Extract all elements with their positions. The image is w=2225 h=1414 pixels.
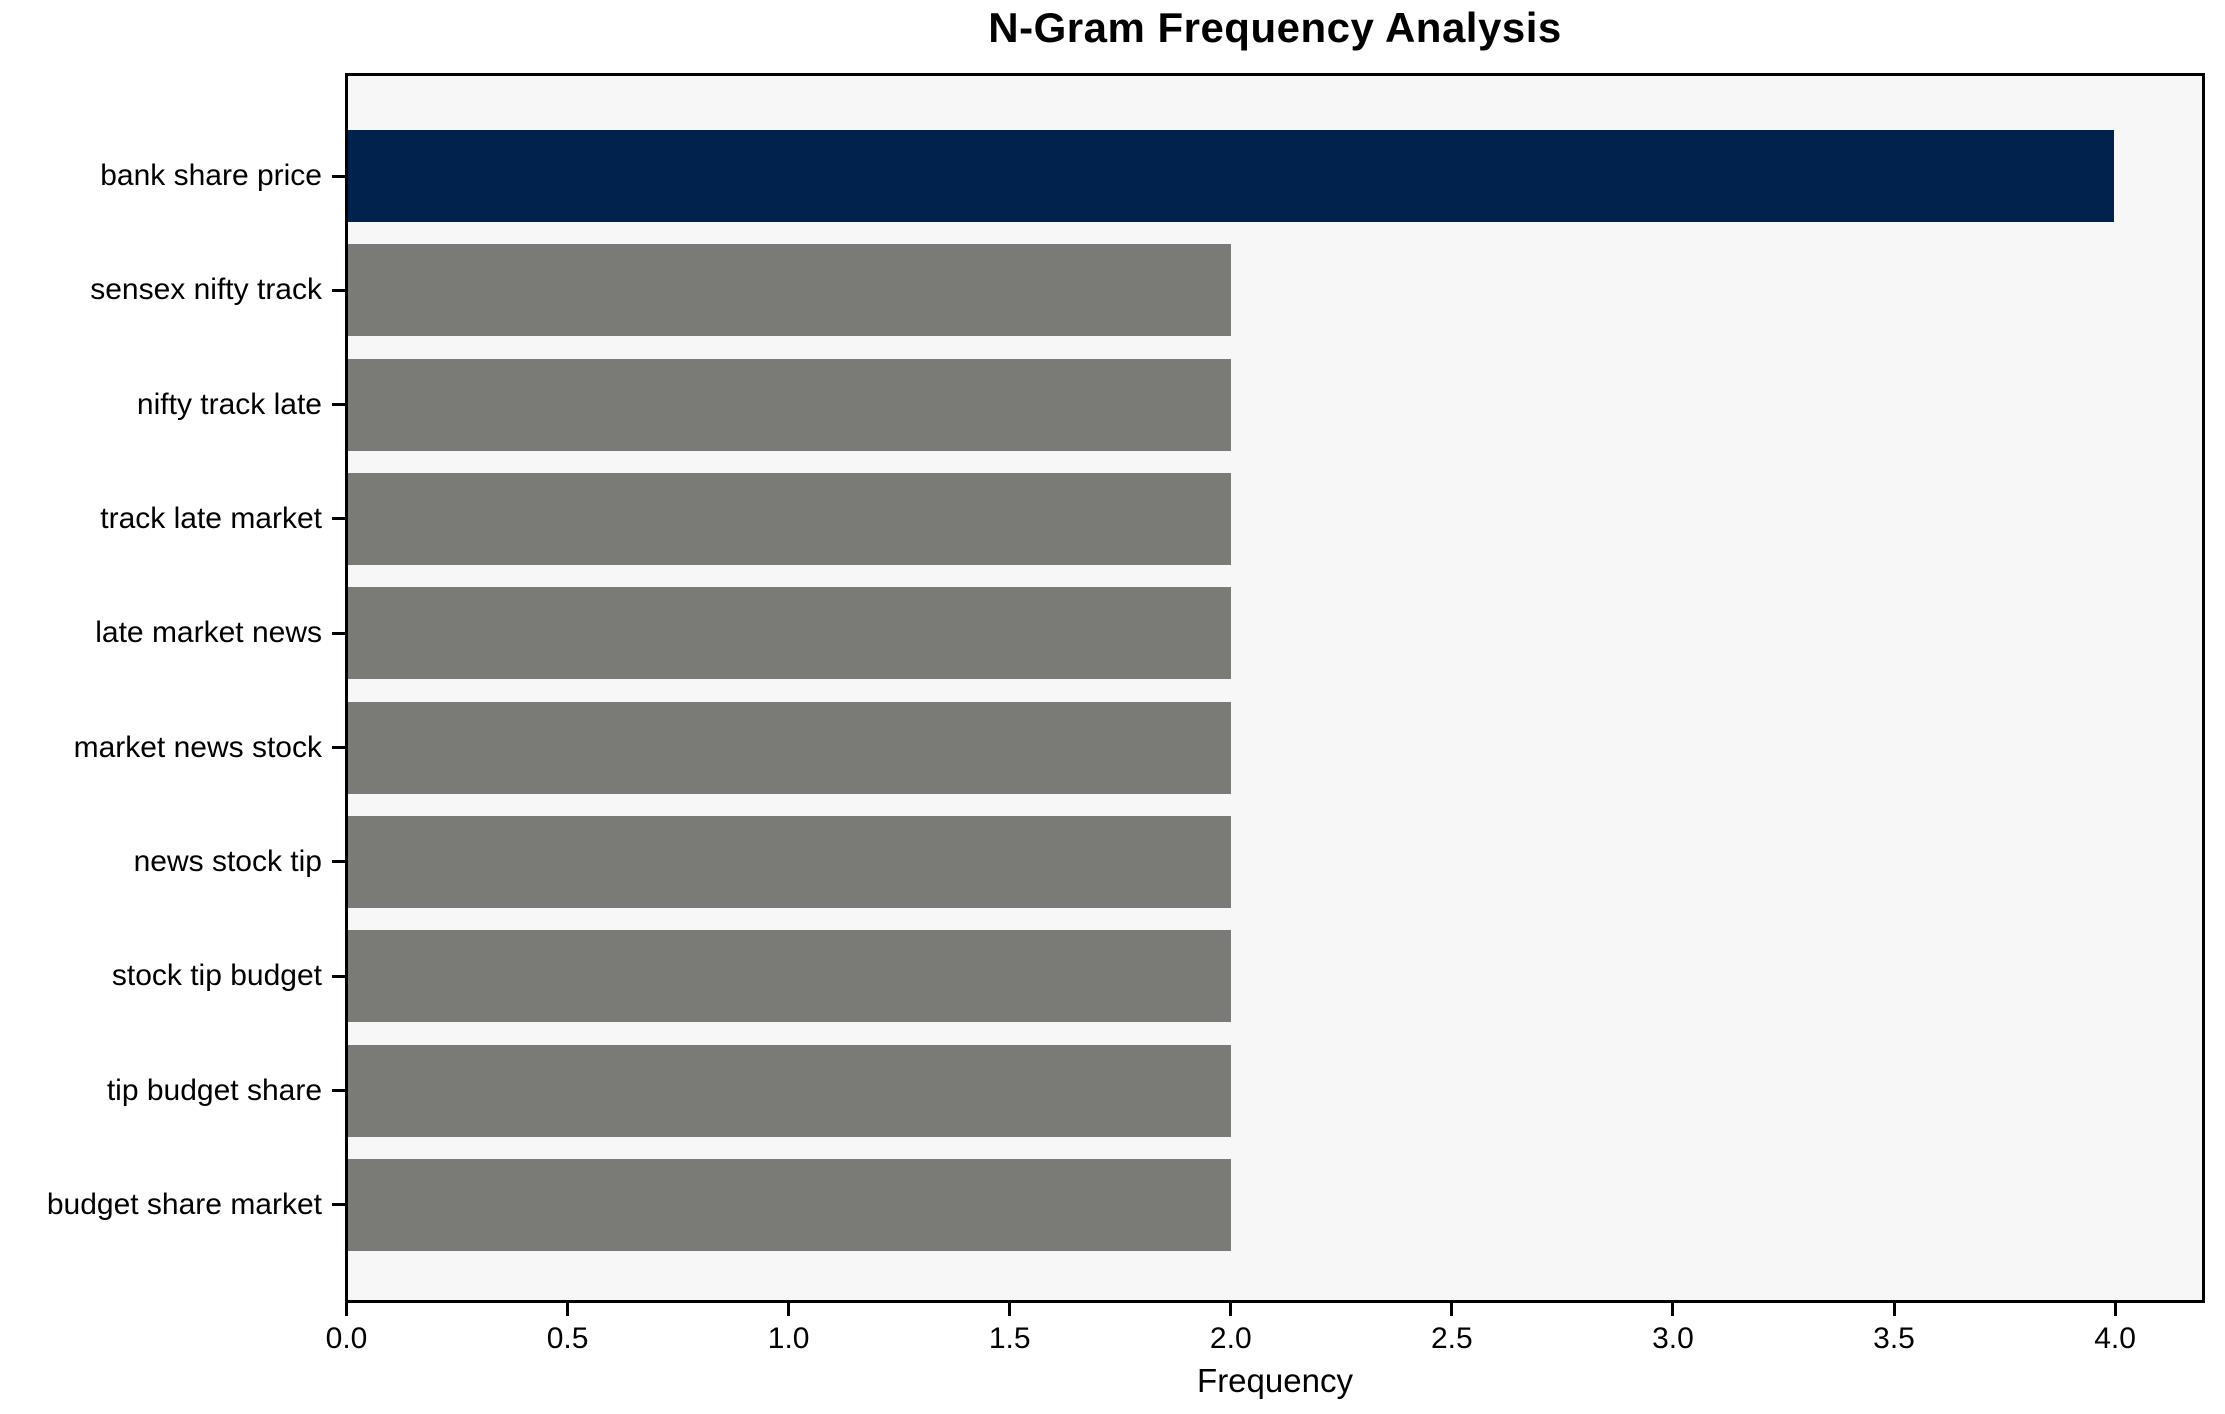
x-tick-mark: [1450, 1303, 1454, 1316]
y-tick-mark: [332, 974, 345, 978]
y-tick-label-news-stock-tip: news stock tip: [133, 844, 322, 878]
y-tick-mark: [332, 1203, 345, 1207]
bar-track-late-market: [348, 472, 1231, 565]
y-tick-mark: [332, 174, 345, 178]
y-tick-mark: [332, 746, 345, 750]
bar-stock-tip-budget: [348, 930, 1231, 1023]
bar-news-stock-tip: [348, 815, 1231, 908]
x-tick-label-0.0: 0.0: [325, 1322, 368, 1355]
x-tick-mark: [1892, 1303, 1896, 1316]
bar-budget-share-market: [348, 1158, 1231, 1251]
y-tick-label-late-market-news: late market news: [95, 616, 322, 650]
x-tick-mark: [787, 1303, 791, 1316]
y-tick-label-track-late-market: track late market: [100, 501, 322, 535]
x-tick-label-0.5: 0.5: [546, 1322, 589, 1355]
bar-late-market-news: [348, 587, 1231, 680]
y-tick-mark: [332, 1089, 345, 1093]
x-tick-mark: [2113, 1303, 2117, 1316]
bar-nifty-track-late: [348, 358, 1231, 451]
x-tick-label-1.5: 1.5: [988, 1322, 1031, 1355]
x-tick-label-4.0: 4.0: [2094, 1322, 2136, 1355]
x-axis-title: Frequency: [1197, 1362, 1353, 1399]
y-tick-mark: [332, 288, 345, 292]
x-tick-mark: [1229, 1303, 1233, 1316]
bar-market-news-stock: [348, 701, 1231, 794]
x-tick-mark: [1671, 1303, 1675, 1316]
y-tick-label-stock-tip-budget: stock tip budget: [111, 959, 322, 993]
y-tick-mark: [332, 403, 345, 407]
y-tick-mark: [332, 860, 345, 864]
y-tick-label-tip-budget-share: tip budget share: [106, 1073, 322, 1107]
y-tick-label-budget-share-market: budget share market: [46, 1187, 322, 1221]
chart-title: N-Gram Frequency Analysis: [988, 4, 1562, 51]
x-tick-label-2.0: 2.0: [1209, 1322, 1252, 1355]
x-tick-mark: [566, 1303, 570, 1316]
x-tick-mark: [1008, 1303, 1012, 1316]
y-tick-label-market-news-stock: market news stock: [73, 730, 322, 764]
y-tick-mark: [332, 517, 345, 521]
x-tick-mark: [345, 1303, 348, 1316]
x-tick-label-3.0: 3.0: [1652, 1322, 1694, 1355]
plot-area: [345, 73, 2205, 1303]
y-tick-label-sensex-nifty-track: sensex nifty track: [90, 273, 322, 307]
x-tick-label-2.5: 2.5: [1430, 1322, 1473, 1355]
bar-bank-share-price: [348, 130, 2114, 222]
y-tick-mark: [332, 631, 345, 635]
bar-sensex-nifty-track: [348, 244, 1231, 337]
y-tick-label-bank-share-price: bank share price: [100, 159, 322, 192]
y-tick-label-nifty-track-late: nifty track late: [136, 387, 322, 421]
x-tick-label-1.0: 1.0: [767, 1322, 810, 1355]
bar-tip-budget-share: [348, 1044, 1231, 1137]
x-tick-label-3.5: 3.5: [1873, 1322, 1915, 1355]
